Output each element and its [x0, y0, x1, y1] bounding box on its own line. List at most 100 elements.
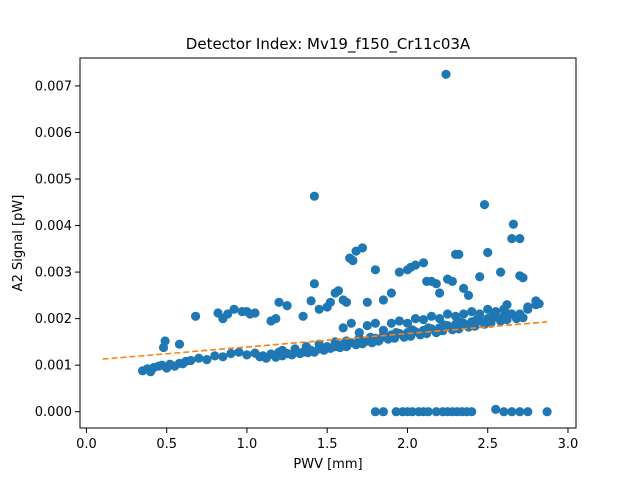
x-tick-label: 0.5	[156, 437, 177, 452]
data-point	[348, 255, 358, 266]
data-point	[271, 314, 281, 324]
data-point	[407, 407, 417, 417]
data-point	[210, 351, 220, 361]
data-point	[454, 249, 464, 259]
data-point	[407, 325, 417, 335]
data-point	[378, 407, 388, 417]
data-point	[542, 407, 552, 417]
data-point	[479, 200, 490, 210]
data-point	[534, 299, 544, 309]
data-point	[447, 276, 457, 286]
y-tick-label: 0.005	[35, 173, 72, 188]
data-point	[467, 407, 477, 417]
y-tick-label: 0.006	[35, 126, 72, 141]
data-point	[309, 347, 319, 357]
data-point	[423, 407, 433, 417]
data-point	[518, 313, 528, 323]
data-point	[394, 316, 404, 326]
data-point	[191, 311, 201, 321]
data-point	[186, 355, 196, 366]
data-point	[202, 355, 212, 365]
axes-frame	[79, 57, 577, 429]
y-tick-label: 0.000	[35, 405, 72, 420]
data-point	[483, 247, 493, 258]
data-point	[483, 304, 493, 314]
data-point	[471, 315, 482, 325]
data-point	[370, 265, 380, 275]
data-point	[274, 297, 284, 307]
data-point	[234, 347, 244, 357]
data-point	[418, 258, 429, 268]
x-tick-label: 1.0	[237, 437, 258, 452]
data-point	[306, 296, 316, 306]
data-point	[370, 407, 380, 417]
data-point	[226, 348, 236, 359]
data-point	[386, 318, 396, 328]
data-point	[418, 315, 429, 325]
data-point	[242, 350, 252, 360]
data-point	[491, 404, 501, 414]
data-point	[301, 342, 311, 352]
data-point	[435, 314, 445, 324]
data-point	[515, 407, 525, 417]
y-tick-label: 0.001	[35, 359, 72, 374]
data-point	[282, 301, 292, 311]
data-point	[496, 267, 506, 277]
data-point	[314, 304, 324, 314]
data-point	[309, 279, 319, 289]
data-point	[455, 317, 465, 327]
data-point	[394, 267, 404, 277]
data-point	[439, 320, 449, 330]
data-point	[357, 243, 368, 253]
data-point	[391, 328, 401, 338]
data-point	[362, 321, 372, 331]
x-tick-label: 1.5	[317, 437, 338, 452]
y-axis: 0.000 0.001 0.002 0.003 0.004 0.005 0.006 0.007	[35, 79, 80, 420]
plot-area	[102, 69, 552, 417]
data-point	[346, 318, 356, 328]
data-point	[290, 344, 300, 354]
y-tick-label: 0.004	[35, 219, 72, 234]
data-point	[338, 323, 348, 333]
data-point	[475, 272, 485, 282]
data-point	[386, 288, 396, 298]
chart-title: Detector Index: Mv19_f150_Cr11c03A	[186, 35, 471, 54]
data-point	[261, 353, 271, 363]
data-point	[314, 339, 324, 349]
data-point	[370, 318, 380, 328]
data-point	[160, 336, 170, 346]
data-point	[410, 260, 421, 270]
y-tick-label: 0.003	[35, 266, 72, 281]
data-point	[523, 302, 533, 312]
data-point	[402, 318, 413, 328]
data-point	[229, 304, 239, 314]
data-point	[391, 407, 401, 417]
data-point	[515, 234, 525, 244]
data-point	[463, 290, 474, 300]
y-tick-label: 0.007	[35, 79, 72, 94]
x-axis: 0.0 0.5 1.0 1.5 2.0 2.5 3.0	[76, 428, 578, 452]
data-point	[504, 309, 514, 319]
data-point	[223, 309, 233, 319]
fit-line	[102, 321, 548, 360]
x-tick-label: 2.0	[397, 437, 418, 452]
data-point	[423, 323, 433, 333]
data-point	[218, 352, 228, 362]
data-point	[508, 219, 518, 229]
y-axis-label: A2 Signal [pW]	[11, 195, 26, 292]
data-point	[194, 353, 204, 363]
data-point	[523, 407, 533, 417]
data-point	[410, 314, 421, 324]
data-point	[250, 308, 260, 318]
data-point	[431, 407, 441, 417]
data-point	[459, 309, 469, 319]
data-point	[174, 339, 185, 349]
data-point	[435, 288, 445, 298]
data-point	[298, 311, 308, 321]
data-point	[277, 345, 287, 355]
data-point	[467, 307, 477, 317]
data-point	[333, 286, 343, 296]
data-point	[459, 283, 469, 293]
